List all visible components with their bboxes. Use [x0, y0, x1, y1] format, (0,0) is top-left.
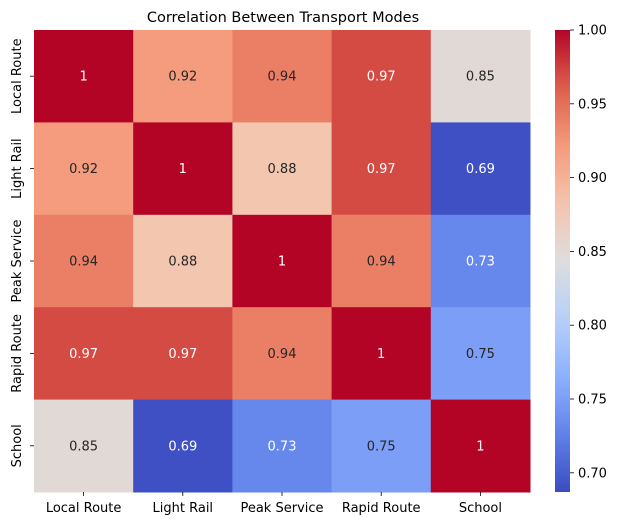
cell-value-label: 0.94: [268, 70, 297, 85]
y-tick-label: Local Route: [10, 38, 25, 114]
colorbar-tick-label: 0.85: [578, 245, 607, 260]
cell-value-label: 0.97: [69, 347, 98, 362]
cell-value-label: 0.73: [466, 255, 495, 270]
cell-value-label: 0.97: [168, 347, 197, 362]
colorbar: 0.70 0.75 0.80 0.85 0.90 0.95 1.00: [555, 24, 607, 492]
cell-value-label: 0.92: [168, 70, 197, 85]
colorbar-tick-label: 0.80: [578, 319, 607, 334]
colorbar-gradient: [555, 30, 570, 492]
cell-value-label: 0.92: [69, 162, 98, 177]
heatmap-cell: [331, 30, 432, 123]
cell-value-label: 0.88: [268, 162, 297, 177]
x-tick-label: School: [459, 501, 502, 516]
colorbar-tick-label: 0.95: [578, 97, 607, 112]
x-tick-label: Local Route: [46, 501, 122, 516]
cell-value-label: 0.73: [268, 439, 297, 454]
heatmap-cell: [331, 307, 432, 401]
heatmap-cells: 1 0.92 0.94 0.97 0.85 0.92 1 0.88 0.97 0.69 0.94 0.…: [34, 30, 531, 493]
heatmap-cell: [232, 214, 333, 308]
cell-value-label: 1: [179, 162, 187, 177]
heatmap-cell: [34, 122, 134, 216]
heatmap-cell: [430, 122, 531, 216]
cell-value-label: 0.69: [168, 439, 197, 454]
y-tick-label: Peak Service: [10, 219, 25, 302]
heatmap-cell: [232, 122, 333, 216]
y-tick-label: Light Rail: [10, 138, 25, 199]
cell-value-label: 0.85: [466, 70, 495, 85]
x-tick-label: Peak Service: [240, 501, 323, 516]
colorbar-tick-label: 0.70: [578, 466, 607, 481]
cell-value-label: 1: [476, 439, 484, 454]
cell-value-label: 0.94: [367, 255, 396, 270]
heatmap-cell: [34, 307, 134, 401]
cell-value-label: 0.75: [367, 439, 396, 454]
heatmap-cell: [34, 399, 134, 493]
heatmap-cell: [232, 30, 333, 123]
colorbar-tick-label: 0.75: [578, 393, 607, 408]
heatmap-cell: [133, 214, 233, 308]
heatmap-cell: [430, 214, 531, 308]
y-axis: Local Route Light Rail Peak Service Rapid R…: [10, 38, 34, 467]
heatmap-cell: [430, 30, 531, 123]
heatmap-cell: [232, 399, 333, 493]
cell-value-label: 0.97: [367, 162, 396, 177]
colorbar-tick-label: 0.90: [578, 171, 607, 186]
y-tick-label: School: [10, 424, 25, 467]
heatmap-cell: [34, 214, 134, 308]
heatmap-cell: [34, 30, 134, 123]
cell-value-label: 0.88: [168, 255, 197, 270]
chart-title: Correlation Between Transport Modes: [147, 10, 419, 26]
heatmap-cell: [331, 214, 432, 308]
cell-value-label: 0.97: [367, 70, 396, 85]
heatmap-cell: [133, 122, 233, 216]
x-tick-label: Light Rail: [153, 501, 214, 516]
heatmap-cell: [133, 399, 233, 493]
heatmap-cell: [331, 399, 432, 493]
heatmap-cell: [133, 307, 233, 401]
y-tick-label: Rapid Route: [10, 314, 25, 393]
cell-value-label: 0.75: [466, 347, 495, 362]
heatmap-cell: [331, 122, 432, 216]
cell-value-label: 0.94: [268, 347, 297, 362]
heatmap-cell: [430, 399, 531, 493]
cell-value-label: 1: [377, 347, 385, 362]
cell-value-label: 0.85: [69, 439, 98, 454]
heatmap-cell: [133, 30, 233, 123]
cell-value-label: 0.69: [466, 162, 495, 177]
x-tick-label: Rapid Route: [342, 501, 421, 516]
colorbar-tick-label: 1.00: [578, 24, 607, 39]
heatmap-cell: [430, 307, 531, 401]
heatmap-cell: [232, 307, 333, 401]
cell-value-label: 0.94: [69, 255, 98, 270]
cell-value-label: 1: [278, 255, 286, 270]
x-axis: Local Route Light Rail Peak Service Rapid R…: [46, 492, 502, 516]
cell-value-label: 1: [79, 70, 87, 85]
